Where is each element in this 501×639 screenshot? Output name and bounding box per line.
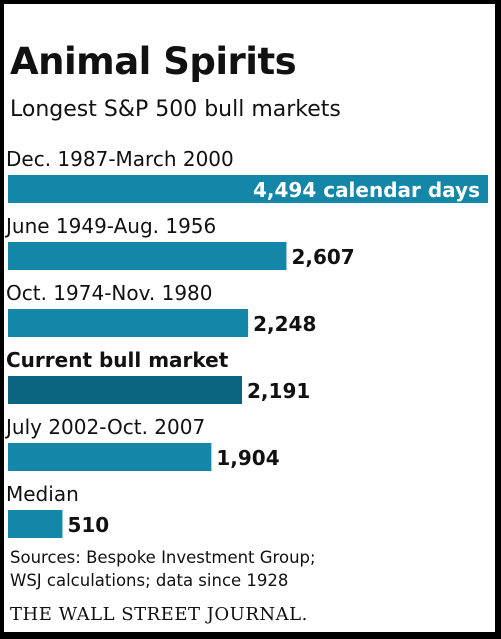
- category-label: Dec. 1987-March 2000: [6, 147, 234, 171]
- publisher-credit: THE WALL STREET JOURNAL.: [10, 604, 308, 625]
- value-label: 2,248: [253, 312, 316, 336]
- category-label: July 2002-Oct. 2007: [4, 415, 205, 439]
- bar: [8, 242, 287, 270]
- bar: [8, 175, 488, 203]
- value-label: 2,191: [247, 379, 310, 403]
- chart-frame: Animal Spirits Longest S&P 500 bull mark…: [4, 4, 495, 632]
- bar-chart: Dec. 1987-March 2000 4,494 calendar days J…: [4, 147, 488, 538]
- bar: [8, 443, 212, 471]
- chart-subtitle: Longest S&P 500 bull markets: [10, 97, 341, 122]
- sources-line-1: Sources: Bespoke Investment Group;: [10, 548, 316, 567]
- value-label: 4,494 calendar days: [253, 178, 480, 202]
- sources-line-2: WSJ calculations; data since 1928: [10, 571, 289, 590]
- bar: [8, 510, 63, 538]
- category-label: Median: [6, 482, 79, 506]
- value-label: 510: [67, 513, 109, 537]
- value-label: 1,904: [216, 446, 279, 470]
- bar: [8, 309, 249, 337]
- category-label: June 1949-Aug. 1956: [4, 214, 216, 238]
- value-label: 2,607: [291, 245, 354, 269]
- category-label: Oct. 1974-Nov. 1980: [6, 281, 213, 305]
- bar: [8, 376, 243, 404]
- chart-title: Animal Spirits: [10, 40, 297, 83]
- category-label: Current bull market: [6, 348, 229, 372]
- sources-note: Sources: Bespoke Investment Group; WSJ c…: [10, 546, 316, 592]
